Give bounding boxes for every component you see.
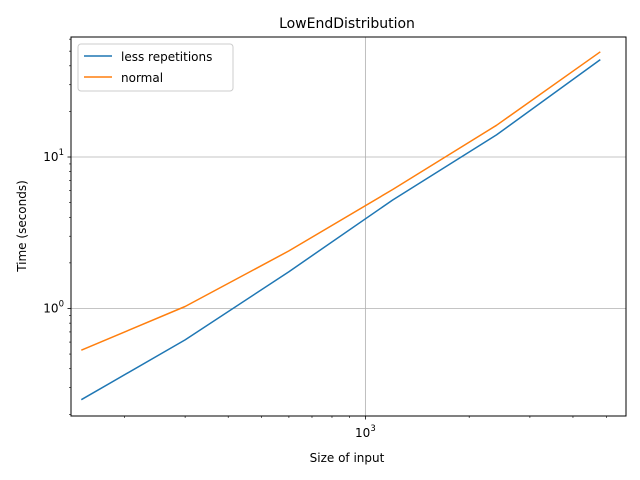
legend-label-normal: normal: [121, 71, 163, 85]
legend-box: [77, 43, 234, 92]
x-tick-label: 103: [355, 424, 376, 440]
series-line-normal: [81, 51, 601, 351]
x-axis-label: Size of input: [310, 451, 385, 465]
y-tick-label: 100: [43, 299, 64, 315]
axis-ticks: 103 100 101: [43, 38, 607, 440]
y-axis-label: Time (seconds): [15, 180, 29, 273]
series-line-less-repetitions: [80, 58, 601, 401]
plot-frame: [70, 36, 627, 417]
legend: less repetitions normal: [77, 43, 234, 92]
grid-lines: [71, 37, 626, 416]
series-lines: [80, 51, 601, 401]
y-tick-label: 101: [43, 148, 64, 164]
chart-title: LowEndDistribution: [279, 16, 415, 32]
legend-label-less-repetitions: less repetitions: [121, 50, 212, 64]
